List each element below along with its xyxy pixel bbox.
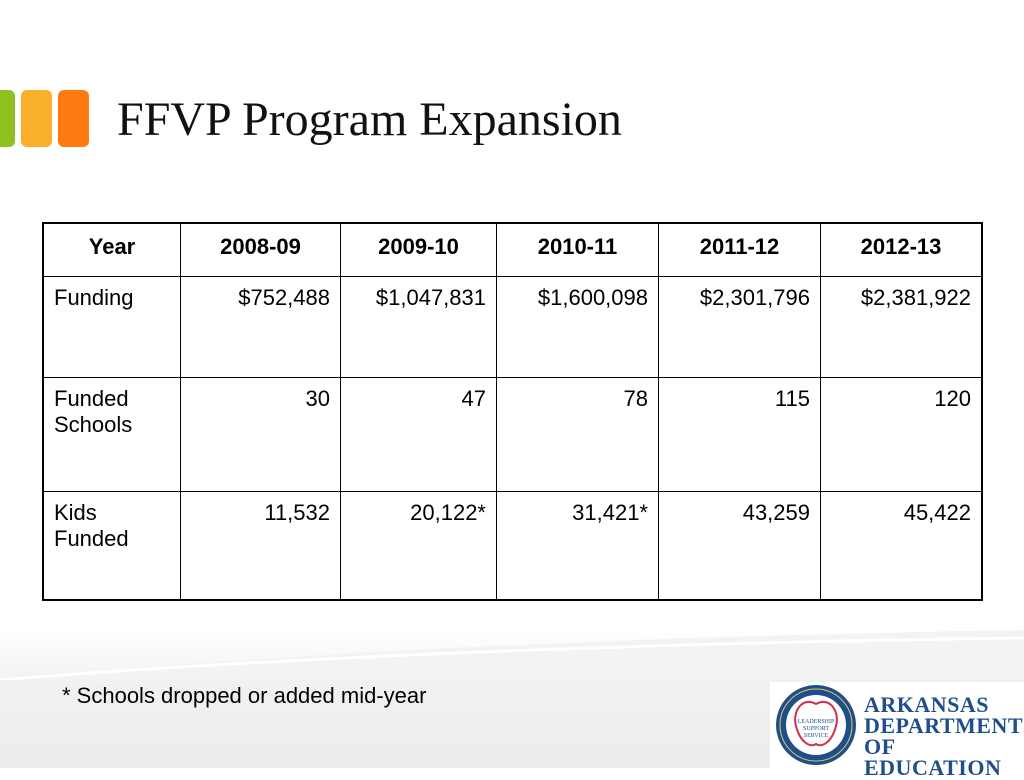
logo-line-1: ARKANSAS	[864, 692, 990, 717]
cell: 47	[340, 377, 497, 492]
table-row: Funding $752,488 $1,047,831 $1,600,098 $…	[42, 276, 983, 378]
table-row: Funded Schools 30 47 78 115 120	[42, 377, 983, 492]
logo-line-3: OF EDUCATION	[864, 734, 1002, 780]
cell: 115	[658, 377, 821, 492]
header-col: 2008-09	[180, 222, 341, 277]
footer-wave	[0, 630, 1024, 680]
footnote: * Schools dropped or added mid-year	[62, 683, 427, 708]
table-row: Kids Funded 11,532 20,122* 31,421* 43,25…	[42, 491, 983, 601]
header-row: Year 2008-09 2009-10 2010-11 2011-12 201…	[42, 222, 983, 277]
cell: 11,532	[180, 491, 341, 601]
cell: 20,122*	[340, 491, 497, 601]
header-col: 2010-11	[496, 222, 659, 277]
cell: $2,301,796	[658, 276, 821, 378]
logo-line-2: DEPARTMENT	[864, 713, 1024, 738]
cell: $752,488	[180, 276, 341, 378]
cell: 45,422	[820, 491, 983, 601]
expansion-table: Year 2008-09 2009-10 2010-11 2011-12 201…	[42, 222, 983, 601]
header-col: 2009-10	[340, 222, 497, 277]
row-label: Funded Schools	[42, 377, 181, 492]
svg-text:SUPPORT: SUPPORT	[803, 726, 829, 732]
cell: 31,421*	[496, 491, 659, 601]
cell: 30	[180, 377, 341, 492]
row-label: Kids Funded	[42, 491, 181, 601]
svg-text:LEADERSHIP: LEADERSHIP	[798, 719, 835, 725]
slide-title: FFVP Program Expansion	[117, 93, 622, 146]
row-label: Funding	[42, 276, 181, 378]
cell: 78	[496, 377, 659, 492]
accent-bar-green	[0, 90, 15, 147]
seal-icon: LEADERSHIP SUPPORT SERVICE	[776, 685, 856, 765]
header-col: 2012-13	[820, 222, 983, 277]
svg-text:SERVICE: SERVICE	[804, 733, 829, 739]
cell: $2,381,922	[820, 276, 983, 378]
cell: 120	[820, 377, 983, 492]
header-year: Year	[42, 222, 181, 277]
cell: 43,259	[658, 491, 821, 601]
header-col: 2011-12	[658, 222, 821, 277]
arkansas-department-of-education-logo: LEADERSHIP SUPPORT SERVICE ARKANSAS DEPA…	[770, 682, 1024, 779]
accent-bar-yellow	[21, 90, 52, 147]
cell: $1,047,831	[340, 276, 497, 378]
accent-bar-orange	[58, 90, 89, 147]
cell: $1,600,098	[496, 276, 659, 378]
